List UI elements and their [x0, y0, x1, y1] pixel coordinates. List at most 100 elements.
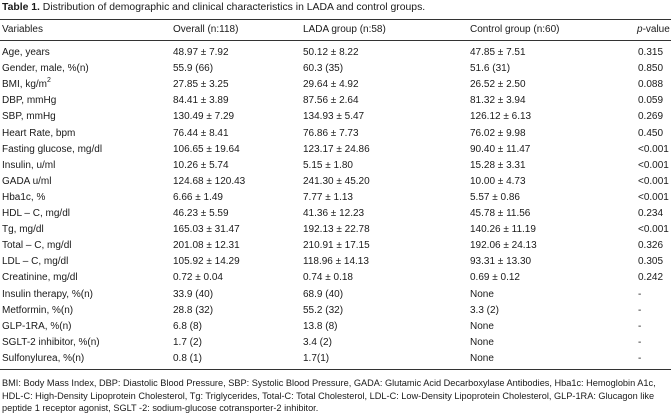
- table-bottom-rule: [0, 369, 671, 370]
- cell-control: 93.31 ± 13.30: [470, 254, 531, 269]
- cell-control: 51.6 (31): [470, 61, 510, 76]
- cell-overall: 105.92 ± 14.29: [173, 254, 240, 269]
- cell-p-value: 0.850: [638, 61, 663, 76]
- cell-overall-text: 28.8 (32): [173, 304, 214, 316]
- cell-control-text: 15.28 ± 3.31: [470, 159, 526, 171]
- cell-control-text: 3.3 (2): [470, 304, 499, 316]
- cell-overall: 84.41 ± 3.89: [173, 93, 229, 108]
- cell-lada: 1.7(1): [303, 351, 329, 366]
- header-p-italic: p: [637, 24, 643, 35]
- cell-p-value: 0.269: [638, 109, 663, 124]
- cell-lada-text: 7.77 ± 1.13: [303, 191, 353, 203]
- cell-p-value: <0.001: [638, 190, 669, 205]
- cell-lada-text: 241.30 ± 45.20: [303, 175, 370, 187]
- cell-overall: 0.72 ± 0.04: [173, 270, 223, 285]
- cell-lada: 192.13 ± 22.78: [303, 222, 370, 237]
- cell-overall-text: 165.03 ± 31.47: [173, 224, 240, 236]
- cell-p-value: 0.326: [638, 238, 663, 253]
- cell-p-value: 0.234: [638, 206, 663, 221]
- cell-overall-text: 46.23 ± 5.59: [173, 208, 229, 219]
- cell-variable-superscript: 2: [47, 76, 51, 84]
- cell-lada: 7.77 ± 1.13: [303, 190, 353, 205]
- cell-p-value-text: -: [638, 304, 642, 316]
- cell-overall: 48.97 ± 7.92: [173, 45, 229, 60]
- cell-p-value: 0.450: [638, 126, 663, 141]
- cell-p-value: -: [638, 319, 641, 334]
- cell-variable-text: DBP, mmHg: [2, 95, 57, 107]
- cell-overall: 6.66 ± 1.49: [173, 190, 223, 205]
- cell-p-value-text: 0.305: [638, 256, 664, 268]
- cell-p-value-text: 0.315: [638, 47, 664, 58]
- cell-control-text: 126.12 ± 6.13: [470, 111, 532, 123]
- cell-p-value: <0.001: [638, 142, 669, 157]
- header-overall: Overall (n:118): [173, 24, 239, 35]
- cell-overall-text: 48.97 ± 7.92: [173, 47, 229, 58]
- cell-variable-text: Gender, male, %(n): [2, 63, 89, 75]
- cell-variable: SGLT-2 inhibitor, %(n): [2, 335, 100, 350]
- cell-overall-text: 0.8 (1): [173, 352, 202, 364]
- cell-p-value-text: <0.001: [638, 159, 669, 171]
- cell-variable-text: Tg, mg/dl: [2, 224, 44, 236]
- cell-variable: GLP-1RA, %(n): [2, 319, 71, 334]
- cell-control-text: 10.00 ± 4.73: [470, 175, 526, 187]
- cell-lada-text: 41.36 ± 12.23: [303, 208, 365, 219]
- table-row: Insulin, u/ml 10.26 ± 5.74 5.15 ± 1.80 15.2…: [0, 158, 671, 173]
- cell-variable-text: Sulfonylurea, %(n): [2, 352, 85, 364]
- cell-control-text: 93.31 ± 13.30: [470, 256, 532, 268]
- cell-overall: 10.26 ± 5.74: [173, 158, 229, 173]
- cell-variable-text: Hba1c, %: [2, 191, 46, 203]
- cell-p-value: -: [638, 303, 641, 318]
- table-row: Hba1c, % 6.66 ± 1.49 7.77 ± 1.13 5.57 ± 0.8…: [0, 190, 671, 205]
- cell-lada-text: 3.4 (2): [303, 336, 332, 348]
- cell-variable: DBP, mmHg: [2, 93, 56, 108]
- cell-p-value-text: -: [638, 336, 642, 348]
- header-p-rest: -value: [642, 24, 670, 35]
- cell-lada-text: 134.93 ± 5.47: [303, 111, 365, 123]
- cell-p-value-text: <0.001: [638, 224, 669, 236]
- header-p-value: p-value: [637, 22, 670, 37]
- cell-p-value: 0.088: [638, 77, 663, 92]
- cell-overall: 27.85 ± 3.25: [173, 77, 229, 92]
- cell-p-value-text: 0.234: [638, 208, 664, 219]
- cell-overall-text: 1.7 (2): [173, 336, 202, 348]
- table-row: LDL – C, mg/dl 105.92 ± 14.29 118.96 ± 14.…: [0, 254, 671, 269]
- cell-overall: 55.9 (66): [173, 61, 213, 76]
- table-row: GADA u/ml 124.68 ± 120.43 241.30 ± 45.20 10…: [0, 174, 671, 189]
- cell-control: 15.28 ± 3.31: [470, 158, 526, 173]
- cell-variable: Tg, mg/dl: [2, 222, 44, 237]
- table-row: Tg, mg/dl 165.03 ± 31.47 192.13 ± 22.78 140…: [0, 222, 671, 237]
- cell-variable-text: HDL – C, mg/dl: [2, 208, 70, 219]
- header-variables: Variables: [2, 24, 43, 35]
- cell-overall: 6.8 (8): [173, 319, 202, 334]
- cell-p-value: 0.305: [638, 254, 663, 269]
- cell-control: None: [470, 319, 494, 334]
- header-lada: LADA group (n:58): [303, 24, 386, 35]
- cell-control-text: 76.02 ± 9.98: [470, 127, 526, 139]
- cell-variable-text: Total – C, mg/dl: [2, 240, 72, 252]
- cell-variable: Fasting glucose, mg/dl: [2, 142, 102, 157]
- cell-overall-text: 105.92 ± 14.29: [173, 256, 240, 268]
- cell-variable: Sulfonylurea, %(n): [2, 351, 84, 366]
- cell-variable: Heart Rate, bpm: [2, 126, 75, 141]
- cell-control: None: [470, 351, 494, 366]
- cell-p-value: <0.001: [638, 158, 669, 173]
- cell-lada-text: 210.91 ± 17.15: [303, 240, 370, 252]
- cell-lada: 0.74 ± 0.18: [303, 270, 353, 285]
- cell-control: 10.00 ± 4.73: [470, 174, 526, 189]
- cell-lada-text: 118.96 ± 14.13: [303, 256, 369, 268]
- cell-lada: 123.17 ± 24.86: [303, 142, 370, 157]
- cell-p-value: -: [638, 287, 641, 302]
- cell-overall-text: 10.26 ± 5.74: [173, 159, 229, 171]
- cell-overall: 165.03 ± 31.47: [173, 222, 240, 237]
- cell-control: 81.32 ± 3.94: [470, 93, 526, 108]
- cell-lada: 241.30 ± 45.20: [303, 174, 370, 189]
- cell-lada-text: 5.15 ± 1.80: [303, 159, 353, 171]
- cell-lada: 41.36 ± 12.23: [303, 206, 364, 221]
- cell-variable-text: Fasting glucose, mg/dl: [2, 143, 103, 155]
- cell-overall-text: 0.72 ± 0.04: [173, 272, 223, 284]
- cell-overall-text: 6.66 ± 1.49: [173, 191, 223, 203]
- cell-control: 0.69 ± 0.12: [470, 270, 520, 285]
- cell-variable: BMI, kg/m2: [2, 77, 51, 92]
- cell-lada-text: 68.9 (40): [303, 288, 344, 300]
- table-row: Insulin therapy, %(n) 33.9 (40) 68.9 (40) N…: [0, 287, 671, 302]
